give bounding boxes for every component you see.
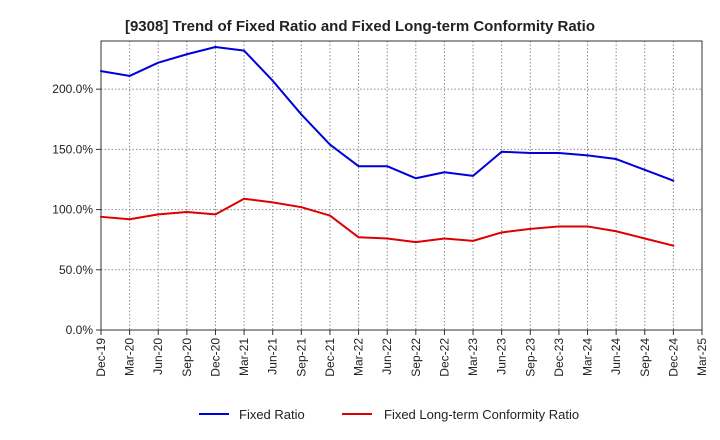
data-point	[300, 206, 303, 208]
x-tick-label: Jun-21	[266, 338, 280, 375]
data-point	[329, 143, 331, 146]
plot-frame	[100, 40, 703, 331]
data-point	[214, 46, 217, 48]
x-tick-label: Sep-22	[409, 338, 423, 377]
data-point	[558, 225, 560, 228]
x-tick-label: Dec-23	[552, 338, 566, 377]
data-point	[157, 61, 160, 64]
x-tick-label: Dec-19	[94, 338, 108, 377]
data-point	[558, 152, 560, 154]
y-tick-label: 150.0%	[52, 142, 93, 156]
x-tick-label: Mar-20	[123, 338, 137, 376]
data-point	[443, 237, 446, 240]
x-tick-label: Dec-21	[323, 338, 337, 377]
legend-label: Fixed Long-term Conformity Ratio	[384, 407, 579, 422]
y-tick-label: 50.0%	[59, 263, 93, 277]
data-point	[243, 49, 245, 52]
y-tick-label: 0.0%	[66, 323, 94, 337]
x-tick-label: Mar-24	[581, 338, 595, 376]
data-point	[500, 150, 503, 153]
data-point	[100, 70, 102, 72]
series	[100, 46, 675, 247]
data-point	[357, 165, 360, 168]
data-point	[472, 175, 474, 177]
data-point	[672, 244, 675, 247]
legend-item: Fixed Long-term Conformity Ratio	[342, 407, 579, 422]
series-fixed-ratio	[100, 46, 675, 182]
data-point	[128, 75, 131, 77]
x-tick-label: Jun-24	[609, 338, 623, 375]
data-point	[186, 53, 188, 56]
legend: Fixed Ratio Fixed Long-term Conformity Ra…	[199, 407, 579, 422]
x-tick-label: Mar-23	[466, 338, 480, 376]
data-point	[615, 158, 617, 160]
data-point	[643, 237, 646, 240]
y-tick-label: 100.0%	[52, 203, 93, 217]
data-point	[386, 165, 388, 168]
axes	[100, 40, 703, 331]
data-point	[186, 211, 188, 213]
plot-area	[101, 41, 702, 330]
data-point	[243, 197, 245, 200]
data-point	[529, 152, 532, 154]
data-point	[415, 241, 417, 243]
legend-label: Fixed Ratio	[239, 407, 305, 422]
data-point	[214, 213, 217, 216]
data-point	[271, 201, 274, 204]
y-tick-label: 200.0%	[52, 82, 93, 96]
data-point	[128, 218, 131, 221]
x-tick-label: Jun-22	[380, 338, 394, 375]
data-point	[100, 216, 102, 218]
data-point	[357, 236, 360, 239]
plot-background	[101, 41, 702, 330]
grid	[101, 41, 702, 330]
x-axis-ticks: Dec-19 Mar-20 Jun-20 Sep-20 Dec-20 Mar-21 Jun-…	[94, 330, 709, 377]
data-point	[386, 237, 388, 240]
chart-title: [9308] Trend of Fixed Ratio and Fixed Lo…	[125, 18, 595, 35]
data-point	[500, 231, 503, 234]
legend-item: Fixed Ratio	[199, 407, 305, 422]
x-tick-label: Sep-20	[180, 338, 194, 377]
x-tick-label: Dec-22	[437, 338, 451, 377]
data-point	[329, 214, 331, 217]
data-point	[672, 179, 675, 182]
data-point	[472, 240, 474, 242]
data-point	[586, 225, 589, 228]
x-tick-label: Jun-20	[151, 338, 165, 375]
data-point	[529, 228, 532, 230]
x-tick-label: Sep-21	[294, 338, 308, 377]
x-tick-label: Mar-21	[237, 338, 251, 376]
data-point	[300, 113, 303, 116]
data-point	[586, 154, 589, 157]
data-point	[157, 213, 160, 216]
x-tick-label: Mar-25	[695, 338, 709, 376]
data-point	[415, 177, 417, 180]
x-tick-label: Jun-23	[495, 338, 509, 375]
x-tick-label: Dec-20	[208, 338, 222, 377]
x-tick-label: Mar-22	[352, 338, 366, 376]
data-point	[643, 169, 646, 171]
y-axis-ticks: 0.0% 50.0% 100.0% 150.0% 200.0%	[52, 82, 101, 337]
x-tick-label: Dec-24	[666, 338, 680, 377]
x-tick-label: Sep-23	[523, 338, 537, 377]
x-tick-label: Sep-24	[638, 338, 652, 377]
data-point	[443, 171, 446, 174]
data-point	[615, 230, 617, 233]
data-point	[271, 79, 274, 82]
series-fixed-long-term-conformity-ratio	[100, 197, 675, 247]
